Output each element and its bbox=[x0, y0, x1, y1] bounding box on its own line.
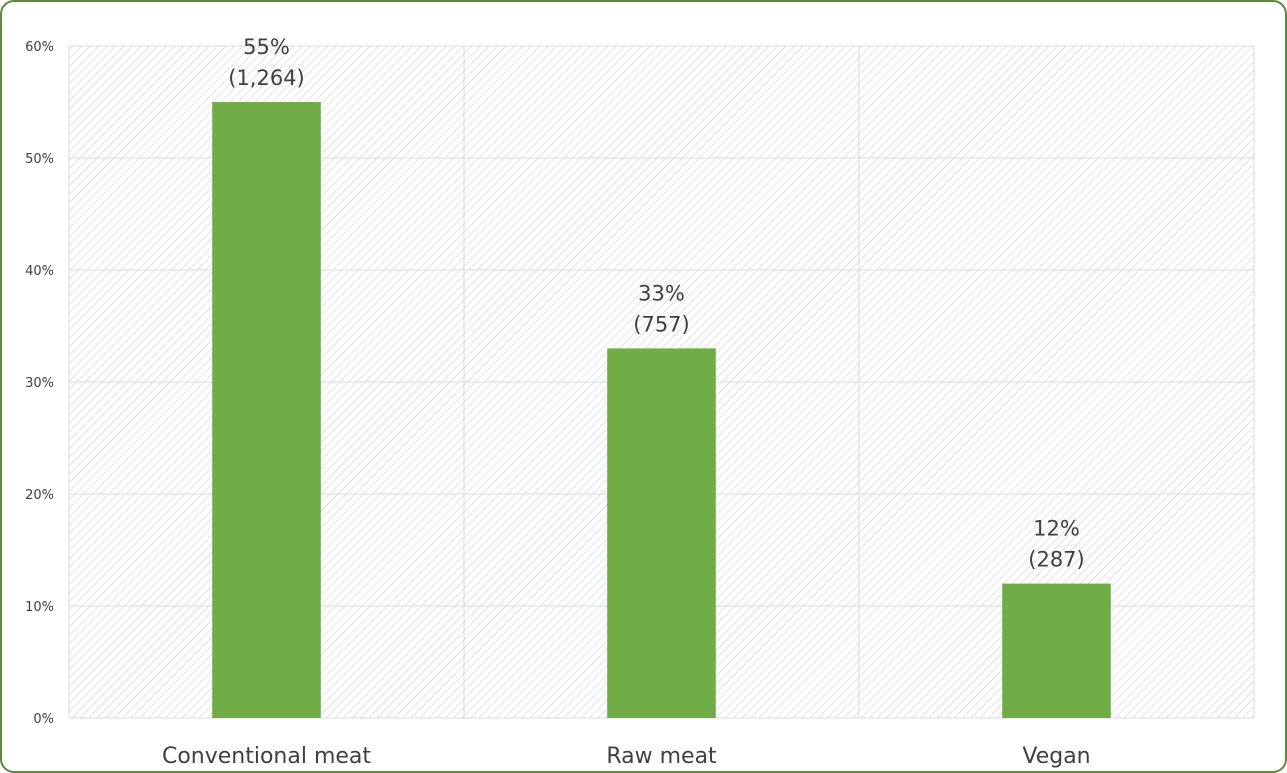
data-label-count: (1,264) bbox=[228, 66, 305, 90]
y-tick-label: 60% bbox=[25, 40, 54, 55]
x-axis: Conventional meat Raw meat Vegan bbox=[162, 744, 1091, 769]
y-tick-label: 50% bbox=[25, 152, 54, 167]
bar bbox=[212, 102, 321, 718]
y-tick-label: 40% bbox=[25, 264, 54, 279]
x-tick-label: Conventional meat bbox=[162, 744, 371, 769]
data-labels: 55% (1,264) 33% (757) 12% (287) bbox=[228, 35, 1084, 572]
bars bbox=[212, 102, 1111, 718]
y-tick-label: 10% bbox=[25, 600, 54, 615]
x-tick-label: Vegan bbox=[1022, 744, 1090, 769]
bar bbox=[607, 348, 716, 718]
y-axis: 0% 10% 20% 30% 40% 50% 60% bbox=[25, 40, 54, 727]
data-label-count: (757) bbox=[633, 312, 689, 336]
data-label-percent: 12% bbox=[1033, 517, 1080, 541]
y-tick-label: 0% bbox=[33, 712, 54, 727]
bar bbox=[1002, 583, 1111, 718]
data-label-count: (287) bbox=[1028, 548, 1084, 572]
data-label-percent: 55% bbox=[243, 35, 290, 59]
y-tick-label: 30% bbox=[25, 376, 54, 391]
y-tick-label: 20% bbox=[25, 488, 54, 503]
x-tick-label: Raw meat bbox=[606, 744, 717, 769]
data-label-percent: 33% bbox=[638, 281, 685, 305]
